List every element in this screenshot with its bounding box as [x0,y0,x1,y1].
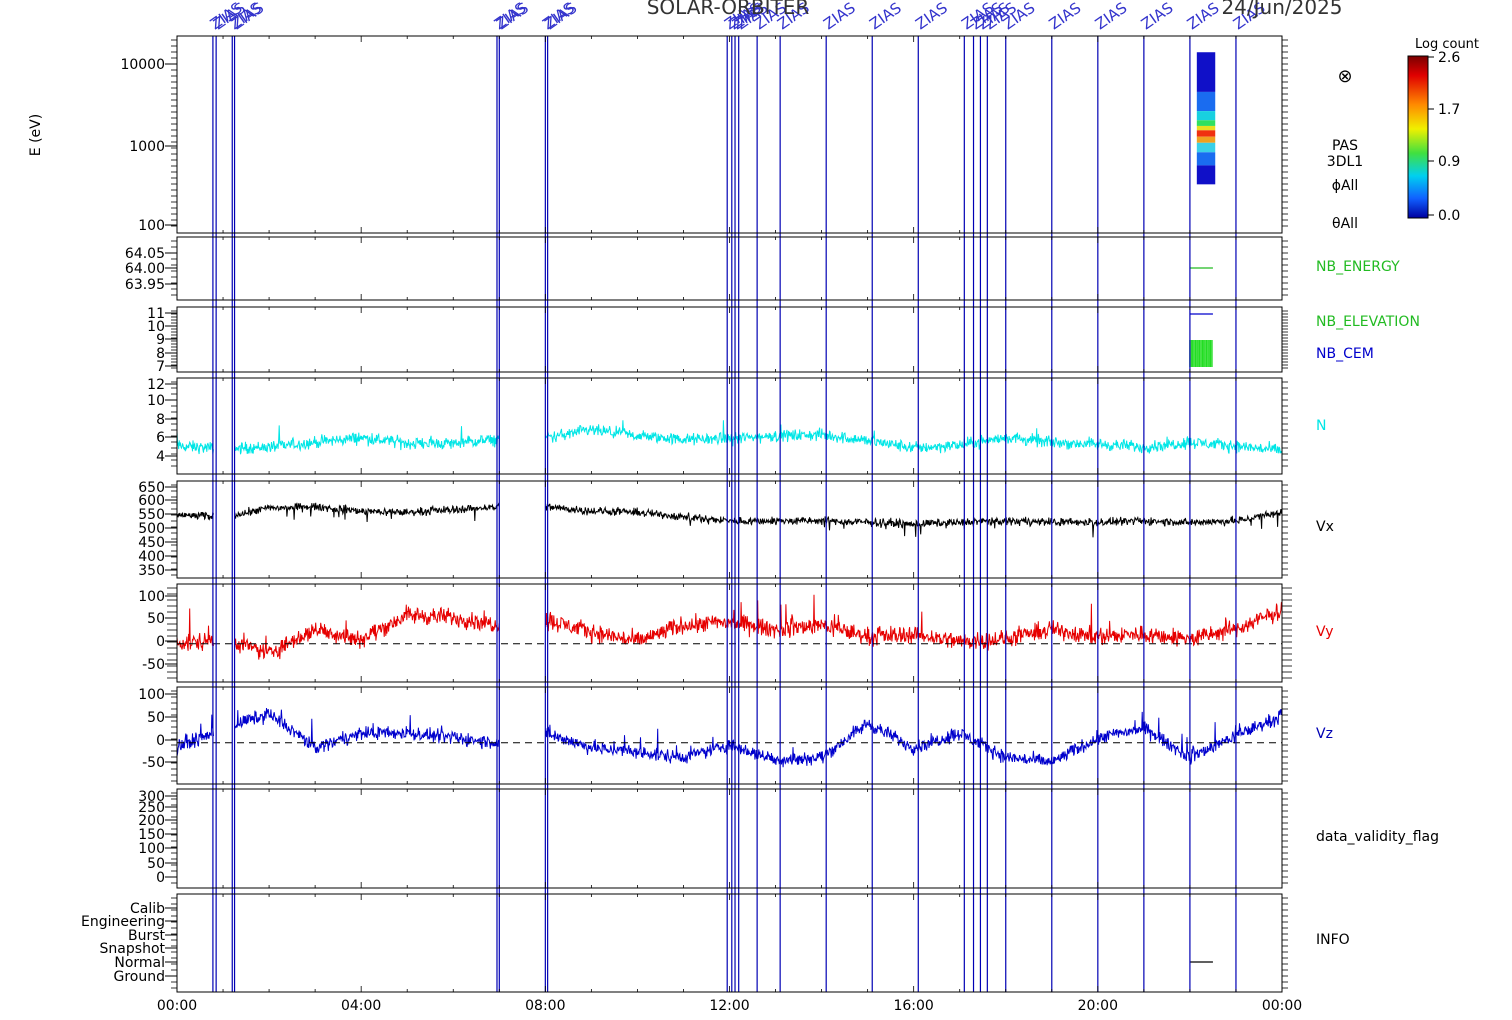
crossed-circle-icon: ⊗ [1337,66,1352,87]
colorbar-tick-label: 2.6 [1438,50,1460,66]
data_validity_flag-ytick-label: 0 [156,870,165,886]
data_validity_flag-right-label: data_validity_flag [1316,829,1439,845]
spectrogram-energy-band [1196,165,1216,185]
nb_elevation_cem-ytick-label: 11 [147,306,165,322]
x-tick-label: 16:00 [893,998,933,1014]
Vy-ytick-label: -50 [142,657,165,673]
Vx-ytick-label: 400 [138,549,165,565]
Vy-ytick-label: 100 [138,589,165,605]
spectrogram-energy-band [1196,111,1216,121]
x-tick-label: 08:00 [525,998,565,1014]
colorbar-tick-label: 0.0 [1438,208,1460,224]
N-ytick-label: 6 [156,430,165,446]
plot-date: 24/Jun/2025 [1221,0,1342,19]
series-Vx-line [176,502,1282,538]
spectrogram-ytick-label: 1000 [129,139,165,155]
series-Vy-line [176,594,1282,660]
Vx-ytick-label: 650 [138,480,165,496]
nb_energy-ytick-label: 64.00 [125,261,165,277]
spectrogram-ylabel: E (eV) [28,114,44,156]
nb_elevation_cem-right-label: NB_CEM [1316,346,1374,362]
Vx-ytick-label: 500 [138,521,165,537]
nb_elevation_cem-ytick-label: 9 [156,332,165,348]
data_validity_flag-ytick-label: 50 [147,856,165,872]
Vx-ytick-label: 350 [138,563,165,579]
x-tick-label: 12:00 [709,998,749,1014]
N-ytick-label: 8 [156,412,165,428]
info-ytick-label: Burst [128,928,166,944]
spectrogram-energy-band [1196,125,1216,131]
nb_energy-right-label: NB_ENERGY [1316,259,1400,275]
spectrogram-energy-band [1196,152,1216,166]
colorbar-title: Log count [1415,37,1479,52]
Vz-ytick-label: -50 [142,755,165,771]
spectrogram-energy-band [1196,142,1216,153]
spectrogram-ytick-label: 100 [138,218,165,234]
Vz-ytick-label: 50 [147,710,165,726]
info-ytick-label: Engineering [81,914,165,930]
data_validity_flag-ytick-label: 300 [138,789,165,805]
info-right-label: INFO [1316,932,1350,948]
N-ytick-label: 12 [147,377,165,393]
nb_energy-ytick-label: 64.05 [125,246,165,262]
N-ytick-label: 10 [147,393,165,409]
Vx-ytick-label: 550 [138,507,165,523]
mission-title: SOLAR-ORBITER [647,0,810,19]
N-right-label: N [1316,418,1326,434]
series-Vz-line [176,707,1282,768]
colorbar-tick-label: 1.7 [1438,102,1460,118]
Vy-ytick-label: 0 [156,634,165,650]
spectrogram-energy-band [1196,120,1216,126]
info-ytick-label: Normal [114,955,165,971]
Vx-right-label: Vx [1316,519,1334,535]
spectrogram-energy-band [1196,130,1216,137]
Vz-ytick-label: 100 [138,687,165,703]
data_validity_flag-ytick-label: 250 [138,800,165,816]
Vy-ytick-label: 50 [147,611,165,627]
series-N-line [176,420,1282,455]
data_validity_flag-ytick-label: 200 [138,813,165,829]
Vy-right-label: Vy [1316,624,1334,640]
spectrogram-right-label: ϕAll [1332,178,1359,194]
spectrogram-ytick-label: 10000 [120,57,165,73]
spectrogram-energy-band [1196,52,1216,92]
x-tick-label: 20:00 [1078,998,1118,1014]
nb_elevation_cem-ytick-label: 10 [147,319,165,335]
spectrogram-energy-band [1196,136,1216,143]
Vx-ytick-label: 450 [138,535,165,551]
x-tick-label: 00:00 [1262,998,1302,1014]
spectrogram-energy-band [1196,91,1216,112]
info-ytick-label: Snapshot [100,941,166,957]
nb_energy-ytick-label: 63.95 [125,277,165,293]
spectrogram-right-label: PAS [1332,138,1358,154]
Vx-ytick-label: 600 [138,493,165,509]
nb_elevation_cem-ytick-label: 7 [156,359,165,375]
info-ytick-label: Ground [114,969,166,985]
N-ytick-label: 4 [156,449,165,465]
info-ytick-label: Calib [130,901,165,917]
x-tick-label: 00:00 [157,998,197,1014]
data_validity_flag-ytick-label: 100 [138,841,165,857]
Vz-right-label: Vz [1316,726,1333,742]
spectrogram-right-label: θAll [1332,216,1358,232]
colorbar [1407,55,1429,219]
nb_elevation_cem-ytick-label: 8 [156,346,165,362]
spectrogram-right-label: 3DL1 [1327,154,1363,170]
Vz-ytick-label: 0 [156,733,165,749]
data_validity_flag-ytick-label: 150 [138,827,165,843]
colorbar-tick-label: 0.9 [1438,154,1460,170]
nb_elevation_cem-right-label: NB_ELEVATION [1316,314,1420,330]
x-tick-label: 04:00 [341,998,381,1014]
